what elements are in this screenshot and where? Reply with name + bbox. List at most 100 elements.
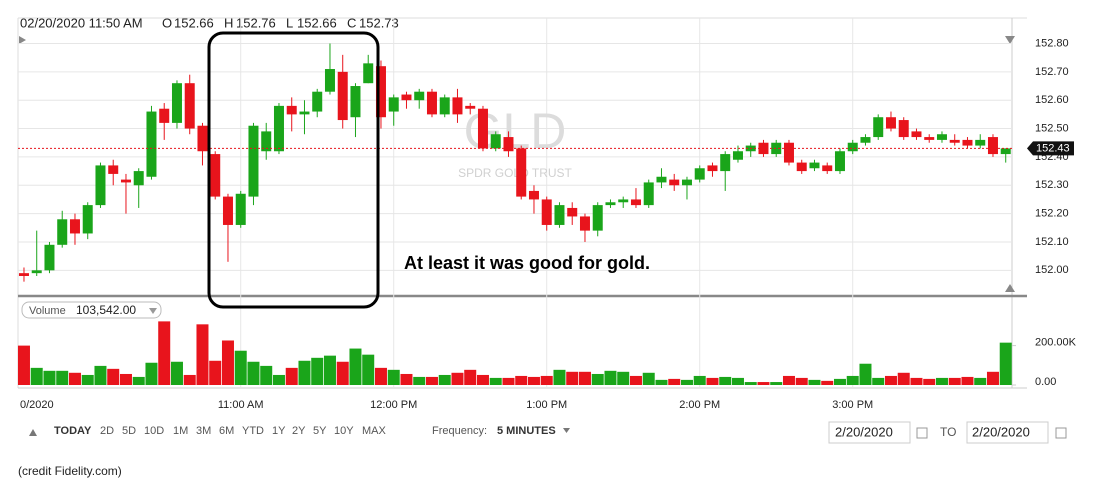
candle-body [783,142,794,163]
volume-bar [757,382,770,385]
marker [1005,284,1015,292]
volume-bar [910,377,923,385]
candle-body [873,117,884,138]
y-tick-label: 152.80 [1035,37,1069,49]
header-value: 152.66 [297,15,337,30]
candle-body [605,202,616,206]
volume-bar [43,370,56,385]
volume-bar [502,377,515,385]
range-button[interactable]: 5D [122,425,136,437]
volume-bar [476,374,489,385]
volume-bar [706,377,719,385]
header-value: 152.73 [359,15,399,30]
candle-body [388,97,399,112]
header-label: H [224,15,233,30]
range-button[interactable]: 6M [219,425,234,437]
candle-body [962,139,973,146]
x-tick-label: 3:00 PM [832,399,873,411]
candle-body [414,91,425,101]
volume-bar [744,382,757,385]
volume-bar [119,373,132,385]
frequency-label: Frequency: [432,425,487,437]
range-button[interactable]: 1M [173,425,188,437]
candle-body [681,179,692,186]
watermark-subtitle: SPDR GOLD TRUST [458,166,572,180]
credit: (credit Fidelity.com) [18,464,122,478]
range-button[interactable]: YTD [242,425,264,437]
candle-body [771,142,782,155]
candle-body [694,168,705,180]
volume-bar [833,378,846,385]
candle-body [312,91,323,112]
volume-bar [999,342,1012,385]
volume-bar [374,367,387,385]
candle-body [720,154,731,172]
volume-bar [425,376,438,385]
range-button[interactable]: TODAY [54,425,92,437]
marker [19,36,26,44]
date-from[interactable]: 2/20/2020 [835,424,893,439]
range-button[interactable]: 5Y [313,425,327,437]
candle-body [350,86,361,118]
collapse-icon[interactable] [29,429,37,436]
volume-bar [362,354,375,385]
calendar-icon[interactable] [1055,427,1067,439]
frequency[interactable]: 5 MINUTES [497,425,556,437]
candle-body [375,66,386,118]
volume-bar [935,377,948,385]
volume-bar [30,367,43,385]
candle-body [503,137,514,152]
y-tick-label: 152.20 [1035,208,1069,220]
volume-bar [145,362,158,385]
volume-legend [21,301,162,319]
volume-bar [948,377,961,385]
date-input[interactable] [828,421,911,444]
range-button[interactable]: 10Y [334,425,354,437]
candle-body [31,270,42,274]
range-button[interactable]: 10D [144,425,164,437]
header-label: C [347,15,356,30]
volume-bar [591,373,604,385]
range-button[interactable]: MAX [362,425,387,437]
volume-bar [336,361,349,385]
candle-body [57,219,68,245]
volume-bar [770,382,783,385]
x-tick-label: 11:00 AM [218,399,264,411]
candle-body [95,165,106,206]
y-tick-label: 152.60 [1035,94,1069,106]
volume-bar [170,361,183,385]
volume-bar [272,374,285,385]
volume-bar [387,369,400,385]
volume-bar [897,372,910,385]
range-button[interactable]: 2D [100,425,114,437]
dropdown-icon[interactable] [563,428,570,433]
volume-bar [17,345,30,385]
candle-body [618,199,629,203]
volume-bar [81,374,94,385]
date-input[interactable] [966,421,1049,444]
volume-bar [527,376,540,385]
volume-tick-label: 200.00K [1035,337,1077,349]
volume-bar [642,372,655,385]
candle-body [363,63,374,84]
range-button[interactable]: 1Y [272,425,286,437]
candle-body [324,69,335,92]
calendar-icon[interactable] [916,427,928,439]
range-button[interactable]: 3M [196,425,211,437]
toolbar: TODAY 2D 5D 10D 1M 3M 6M YTD 1Y 2Y 5Y 10Y MAX [54,425,387,437]
date-to[interactable]: 2/20/2020 [972,424,1030,439]
volume-bar [604,370,617,385]
volume-bar [132,376,145,385]
volume-bar [872,377,885,385]
candle-body [541,199,552,225]
candle-body [401,94,412,101]
candle-body [171,83,182,123]
candle-body [592,205,603,231]
candle-body [184,83,195,129]
volume-bar [808,379,821,385]
volume-bar [961,376,974,385]
range-button[interactable]: 2Y [292,425,306,437]
candle-body [133,171,144,186]
volume-bar [693,375,706,385]
